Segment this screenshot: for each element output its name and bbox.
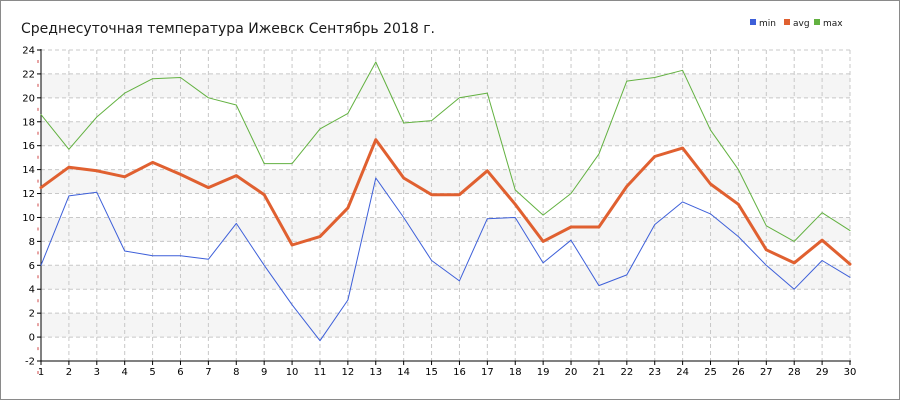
grid-band [41,313,850,338]
x-tick-label: 15 [425,367,438,378]
series-line-min [40,177,851,342]
grid-band [41,265,850,290]
x-tick-label: 4 [122,367,128,378]
y-tick-label: 16 [22,141,35,152]
y-tick-label: 0 [29,333,35,344]
legend: min avg max [750,19,843,29]
x-tick-label: 21 [593,367,606,378]
legend-label-avg: avg [793,19,810,29]
y-tick-label: 10 [22,213,35,224]
y-tick-label: 12 [22,189,35,200]
x-tick-label: 14 [397,367,410,378]
x-tick-label: 7 [205,367,211,378]
x-tick-label: 10 [286,367,299,378]
x-tick-label: 24 [676,367,689,378]
x-tick-label: 26 [732,367,745,378]
x-tick-label: 16 [453,367,466,378]
x-tick-label: 20 [565,367,578,378]
x-tick-label: 27 [760,367,773,378]
y-tick-label: 6 [29,261,35,272]
x-tick-label: 1 [38,367,44,378]
x-tick-label: 29 [816,367,829,378]
x-tick-label: 3 [94,367,100,378]
legend-swatch-max [814,19,820,25]
grid-band [41,217,850,242]
background-bands [41,73,850,338]
x-tick-label: 17 [481,367,494,378]
y-tick-label: 8 [29,237,35,248]
chart-title: Среднесуточная температура Ижевск Сентяб… [21,21,435,37]
x-tick-label: 22 [620,367,633,378]
grid-band [41,73,850,98]
x-tick-label: 2 [66,367,72,378]
x-tick-label: 13 [369,367,382,378]
y-tick-label: 18 [22,117,35,128]
legend-swatch-min [750,19,756,25]
x-tick-label: 30 [844,367,857,378]
legend-swatch-avg [784,19,790,25]
x-tick-label: 23 [648,367,661,378]
x-tick-label: 9 [261,367,267,378]
series-line-max [40,61,851,242]
y-tick-label: 14 [22,165,35,176]
y-tick-label: 2 [29,309,35,320]
x-tick-label: 19 [537,367,550,378]
series-line-avg [39,138,852,266]
x-tick-label: 5 [149,367,155,378]
y-tick-label: 20 [22,93,35,104]
y-tick-label: 22 [22,69,35,80]
axes [40,49,851,362]
y-tick-label: -2 [25,357,35,368]
x-tick-label: 11 [314,367,327,378]
x-axis-ticks: 1 2 3 4 5 6 7 8 9 10 11 12 13 14 15 16 17 18 19 20 21 22 23 24 2… [38,361,857,378]
x-tick-label: 18 [509,367,522,378]
x-tick-label: 12 [341,367,354,378]
series-lines [39,61,852,342]
x-tick-label: 8 [233,367,239,378]
x-tick-label: 6 [177,367,183,378]
x-tick-label: 28 [788,367,801,378]
legend-label-min: min [759,19,776,29]
y-tick-label: 24 [22,46,35,57]
grid-lines [40,49,851,362]
legend-label-max: max [823,19,843,29]
grid-band [41,169,850,194]
grid-band [41,121,850,146]
y-tick-label: 4 [29,285,35,296]
x-tick-label: 25 [704,367,717,378]
